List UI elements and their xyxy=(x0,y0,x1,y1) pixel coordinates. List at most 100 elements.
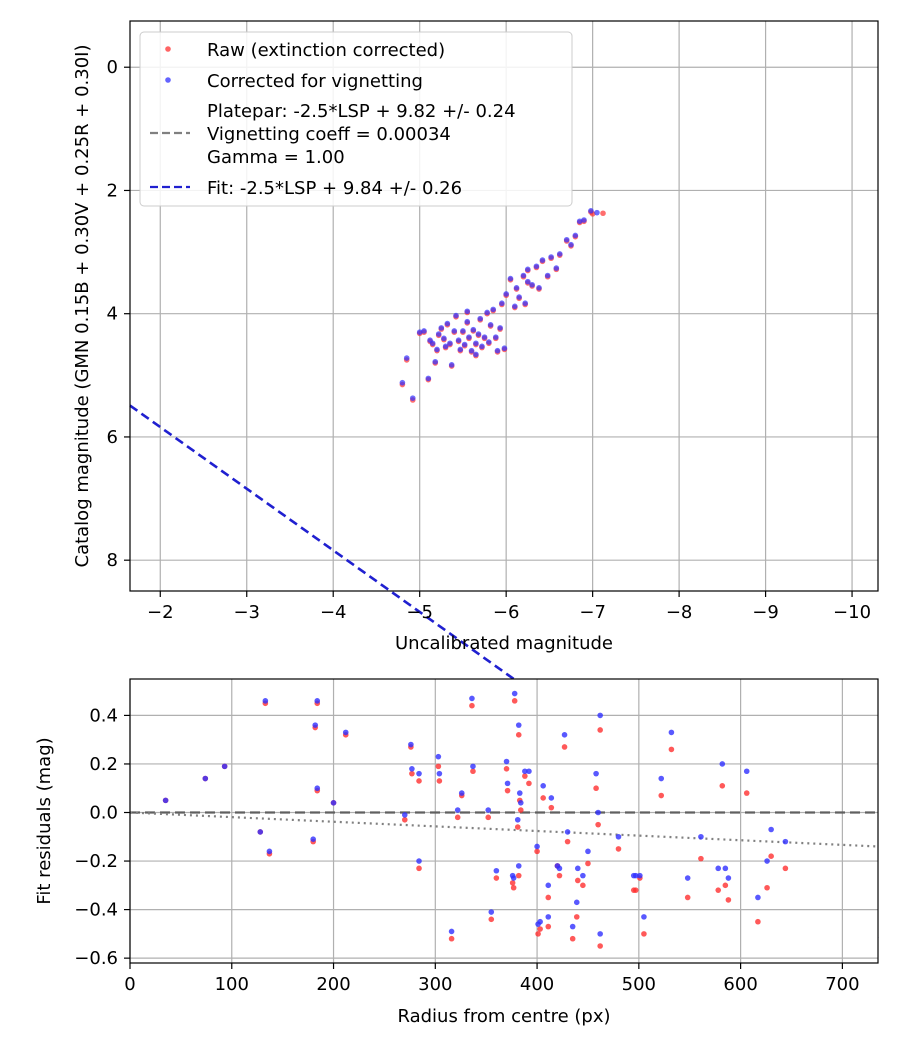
legend-platepar-line-text: Platepar: -2.5*LSP + 9.82 +/- 0.24 xyxy=(207,101,516,122)
bottom-y-tick-label: −0.4 xyxy=(74,900,118,921)
corrected-point xyxy=(434,346,440,353)
corrected-residual-point xyxy=(698,833,704,840)
bottom-reference-lines xyxy=(129,811,879,848)
top-y-ticks: 0 2 4 6 8 xyxy=(107,57,130,571)
corrected-residual-point xyxy=(314,698,321,704)
raw-residual-point xyxy=(719,783,726,789)
bottom-x-tick-label: 600 xyxy=(723,974,757,995)
bottom-x-tick-label: 400 xyxy=(520,974,554,995)
corrected-residual-point xyxy=(488,909,495,915)
corrected-residual-point xyxy=(722,865,729,872)
corrected-residual-point xyxy=(408,741,414,748)
top-x-tick-label: −4 xyxy=(320,602,347,623)
raw-residual-point xyxy=(485,814,492,821)
corrected-residual-point xyxy=(580,872,586,879)
raw-residual-point xyxy=(488,916,495,923)
legend-fit-label: Fit: -2.5*LSP + 9.84 +/- 0.26 xyxy=(207,178,462,199)
corrected-point xyxy=(455,337,462,344)
top-x-tick-label: −9 xyxy=(752,602,779,623)
corrected-residual-point xyxy=(556,865,563,872)
corrected-residual-point xyxy=(522,768,528,775)
bottom-plot-area xyxy=(130,679,878,963)
raw-residual-point xyxy=(755,918,761,925)
corrected-point xyxy=(460,328,466,334)
corrected-point xyxy=(435,331,442,337)
corrected-residual-point xyxy=(725,875,732,881)
corrected-point xyxy=(448,362,455,368)
corrected-residual-point xyxy=(485,807,492,813)
top-y-tick-label: 0 xyxy=(107,57,118,78)
raw-residual-point xyxy=(401,816,408,823)
corrected-residual-point xyxy=(342,729,349,736)
raw-residual-point xyxy=(545,923,552,930)
raw-residual-point xyxy=(764,884,770,891)
corrected-point xyxy=(470,326,477,333)
corrected-residual-point xyxy=(755,894,761,901)
residuals-panel: 0 100 200 300 400 500 600 700 0.4 0.2 0.0 −0.2 −0.4… xyxy=(34,678,879,1027)
bottom-x-tick-label: 200 xyxy=(316,974,350,995)
raw-residual-point xyxy=(504,787,511,794)
bottom-y-tick-label: 0.4 xyxy=(89,705,118,726)
raw-residual-point xyxy=(768,853,774,859)
corrected-residual-point xyxy=(310,836,316,843)
top-x-ticks: −2 −3 −4 −5 −6 −7 −8 −9 −10 xyxy=(147,591,871,623)
top-points xyxy=(399,207,606,403)
corrected-point xyxy=(464,318,471,325)
corrected-point xyxy=(553,265,560,271)
corrected-point xyxy=(464,308,471,315)
corrected-residual-point xyxy=(597,712,603,719)
corrected-point xyxy=(473,340,479,347)
raw-residual-point xyxy=(595,821,601,828)
corrected-residual-point xyxy=(416,858,422,864)
raw-residual-point xyxy=(509,880,516,886)
raw-residual-point xyxy=(454,814,461,821)
bottom-grid xyxy=(129,679,878,963)
legend-raw-marker xyxy=(165,46,171,52)
corrected-residual-point xyxy=(470,763,476,770)
legend-platepar-line-text: Gamma = 1.00 xyxy=(207,147,345,168)
raw-residual-point xyxy=(515,732,522,738)
legend-raw-label: Raw (extinction corrected) xyxy=(207,40,445,61)
corrected-residual-point xyxy=(401,812,408,818)
corrected-residual-point xyxy=(448,928,455,935)
top-x-tick-label: −2 xyxy=(147,602,174,623)
bottom-x-tick-label: 100 xyxy=(215,974,249,995)
top-x-tick-label: −8 xyxy=(666,602,693,623)
corrected-residual-point xyxy=(637,872,643,879)
corrected-point xyxy=(481,334,488,340)
raw-residual-point xyxy=(416,865,422,872)
raw-residual-point xyxy=(684,894,691,901)
bottom-points xyxy=(162,690,789,949)
corrected-residual-point xyxy=(314,785,321,792)
corrected-residual-point xyxy=(514,816,521,823)
top-x-tick-label: −5 xyxy=(406,602,433,623)
corrected-point xyxy=(403,355,410,361)
bottom-y-tick-label: 0.2 xyxy=(89,754,118,775)
raw-residual-point xyxy=(515,872,522,879)
corrected-residual-point xyxy=(743,768,750,775)
corrected-residual-point xyxy=(511,690,518,697)
raw-residual-point xyxy=(593,785,599,792)
corrected-residual-point xyxy=(503,758,510,765)
bottom-y-tick-label: −0.6 xyxy=(74,948,118,969)
bottom-x-tick-label: 300 xyxy=(418,974,452,995)
corrected-residual-point xyxy=(493,867,500,874)
corrected-point xyxy=(461,341,468,348)
bottom-x-tick-label: 0 xyxy=(124,974,135,995)
corrected-residual-point xyxy=(435,753,442,760)
corrected-point xyxy=(494,347,501,354)
corrected-point xyxy=(409,395,416,401)
corrected-point xyxy=(533,263,540,270)
corrected-point xyxy=(441,335,447,342)
corrected-residual-point xyxy=(573,899,580,906)
corrected-residual-point xyxy=(641,914,647,920)
corrected-residual-point xyxy=(545,914,552,920)
corrected-residual-point xyxy=(221,763,228,770)
corrected-point xyxy=(475,331,482,337)
legend-corrected-marker xyxy=(165,77,171,83)
raw-residual-point xyxy=(556,872,563,879)
corrected-residual-point xyxy=(262,698,269,704)
raw-residual-point xyxy=(632,887,639,893)
corrected-point xyxy=(503,291,509,297)
bottom-x-ticks: 0 100 200 300 400 500 600 700 xyxy=(124,963,860,995)
